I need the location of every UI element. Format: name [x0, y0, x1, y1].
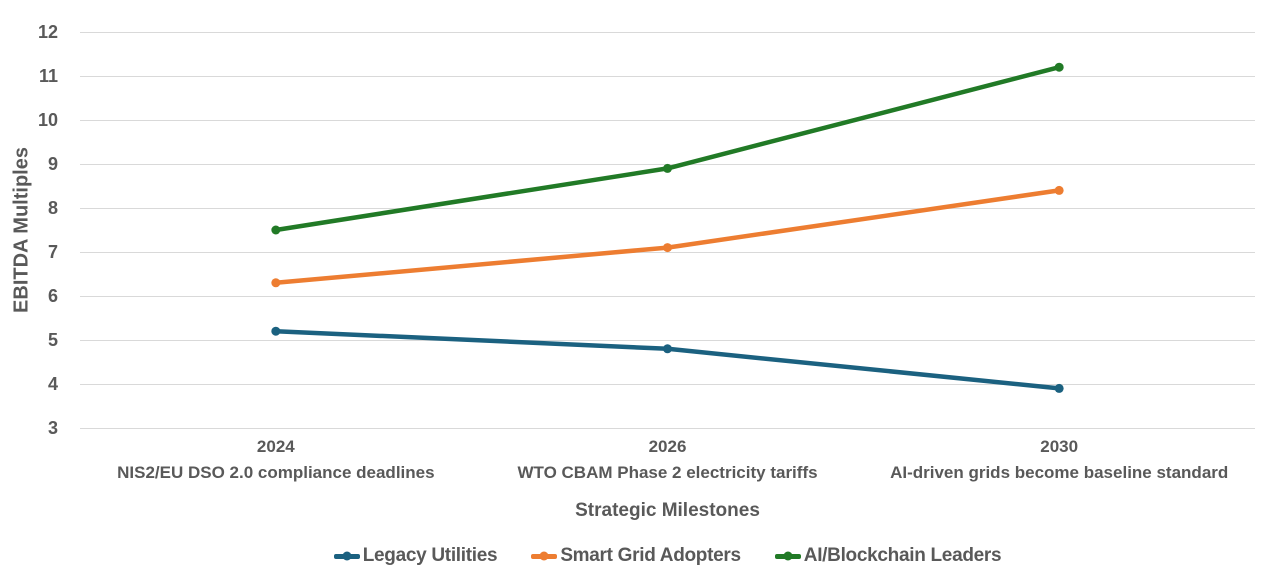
x-axis-category-labels: 2024 NIS2/EU DSO 2.0 compliance deadlines… [80, 438, 1255, 481]
gridline [80, 120, 1255, 121]
gridline [80, 296, 1255, 297]
legend-dot-icon [539, 551, 549, 561]
y-tick-label: 7 [47, 242, 58, 262]
y-tick-label: 12 [37, 22, 58, 42]
data-point-marker [1054, 185, 1064, 195]
gridline [80, 384, 1255, 385]
data-point-marker [271, 225, 281, 235]
legend-label: Smart Grid Adopters [560, 545, 741, 566]
x-category-year: 2026 [648, 437, 687, 456]
y-tick-label: 11 [38, 66, 58, 86]
y-tick-label: 6 [47, 286, 58, 306]
x-category-caption: WTO CBAM Phase 2 electricity tariffs [517, 463, 818, 482]
data-point-marker [271, 326, 281, 336]
legend-item: Legacy Utilities [333, 545, 498, 567]
gridline [80, 252, 1255, 253]
legend-item: AI/Blockchain Leaders [774, 545, 1002, 567]
x-category-caption: NIS2/EU DSO 2.0 compliance deadlines [117, 463, 435, 482]
gridline [80, 32, 1255, 33]
data-point-marker [663, 243, 672, 253]
legend-dot-icon [342, 551, 352, 561]
gridline [80, 428, 1255, 429]
x-category-caption: AI-driven grids become baseline standard [890, 463, 1229, 482]
legend-line-marker-icon [531, 551, 558, 561]
x-category-year: 2030 [1040, 437, 1079, 456]
data-point-marker [663, 163, 672, 173]
y-tick-label: 10 [37, 110, 58, 130]
y-tick-label: 5 [47, 330, 58, 350]
series-line [273, 328, 1062, 391]
data-point-marker [1054, 383, 1064, 393]
data-point-marker [1054, 62, 1064, 72]
legend-dot-icon [783, 551, 793, 561]
chart-legend: Legacy Utilities Smart Grid Adopters AI/Bl… [80, 543, 1255, 569]
y-tick-label: 3 [47, 418, 58, 438]
y-tick-label: 9 [47, 154, 58, 174]
legend-line-marker-icon [774, 551, 801, 561]
legend-line-marker-icon [333, 551, 360, 561]
plot-area [271, 62, 1064, 393]
legend-item: Smart Grid Adopters [531, 545, 741, 567]
x-category: 2026 WTO CBAM Phase 2 electricity tariffs [472, 438, 864, 481]
gridline [80, 340, 1255, 341]
data-point-marker [271, 278, 281, 288]
series-line [273, 188, 1062, 286]
data-point-marker [663, 344, 672, 354]
x-category: 2030 AI-driven grids become baseline stan… [863, 438, 1255, 481]
gridline [80, 76, 1255, 77]
x-category-year: 2024 [256, 437, 295, 456]
y-tick-label: 8 [47, 198, 58, 218]
x-axis-title: Strategic Milestones [575, 500, 760, 521]
y-tick-label: 4 [47, 374, 58, 394]
gridline [80, 208, 1255, 209]
x-category: 2024 NIS2/EU DSO 2.0 compliance deadlines [80, 438, 472, 481]
legend-label: Legacy Utilities [362, 545, 498, 566]
legend-label: AI/Blockchain Leaders [803, 545, 1002, 566]
